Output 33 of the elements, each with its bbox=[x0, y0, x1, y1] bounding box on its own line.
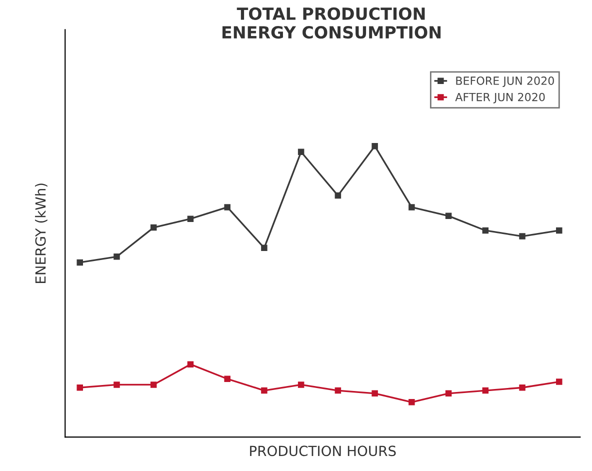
point bbox=[224, 204, 230, 210]
point bbox=[445, 212, 452, 220]
point bbox=[298, 148, 304, 156]
point bbox=[372, 142, 378, 150]
chart-title: TOTAL PRODUCTION ENERGY CONSUMPTION bbox=[222, 7, 441, 39]
point bbox=[519, 384, 526, 391]
point bbox=[408, 399, 415, 406]
point bbox=[372, 390, 378, 397]
point bbox=[224, 376, 230, 382]
point bbox=[114, 382, 120, 388]
point bbox=[261, 244, 268, 252]
point bbox=[334, 192, 342, 199]
point bbox=[76, 384, 83, 391]
point bbox=[261, 387, 268, 394]
legend-label: BEFORE JUN 2020 bbox=[456, 76, 554, 88]
point bbox=[76, 259, 83, 266]
point bbox=[445, 390, 452, 397]
point bbox=[334, 387, 342, 394]
y-axis-title: ENERGY (kWh) bbox=[35, 184, 48, 284]
point bbox=[150, 224, 157, 231]
x-axis-title: PRODUCTION HOURS bbox=[250, 446, 396, 456]
point bbox=[187, 361, 194, 368]
point bbox=[482, 387, 489, 394]
point bbox=[150, 382, 157, 388]
point bbox=[114, 254, 120, 260]
legend-label: AFTER JUN 2020 bbox=[455, 92, 545, 104]
point bbox=[187, 216, 194, 222]
point bbox=[556, 378, 562, 385]
point bbox=[482, 227, 489, 234]
point bbox=[556, 227, 562, 234]
point bbox=[519, 233, 526, 240]
point bbox=[408, 204, 415, 210]
point bbox=[298, 382, 304, 388]
